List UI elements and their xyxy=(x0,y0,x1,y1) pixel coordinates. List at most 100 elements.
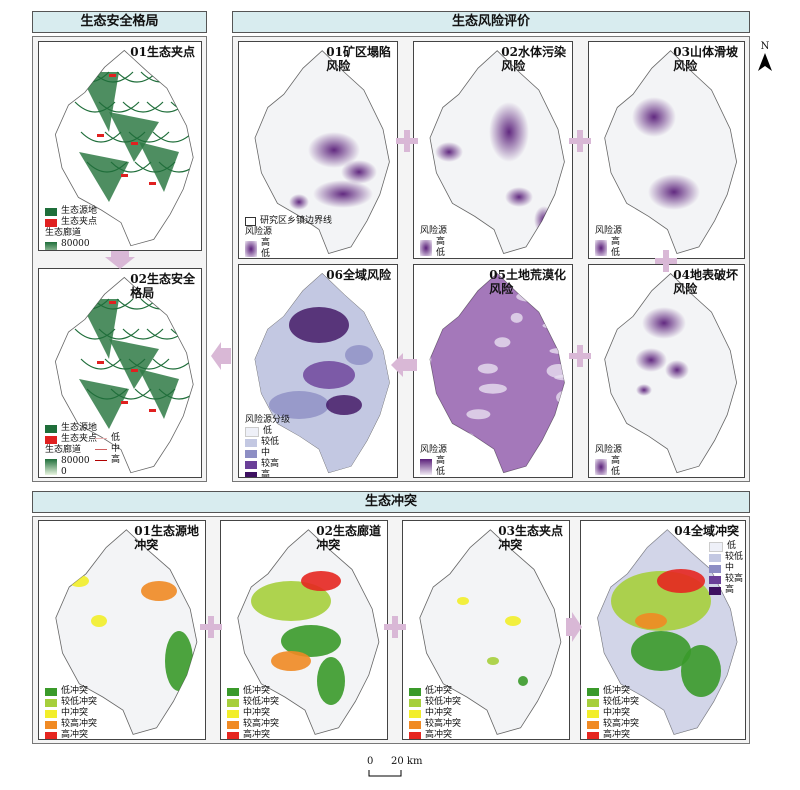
plus-icon xyxy=(200,616,222,638)
pinch-point xyxy=(97,361,104,364)
legend-title: 风险源 xyxy=(420,445,448,455)
ecological-corridor xyxy=(139,369,179,419)
legend-swatch xyxy=(587,687,599,696)
overall-conflict-level-legend: 低 较低 中 较高 高 xyxy=(709,541,743,596)
legend-swatch xyxy=(45,687,57,696)
legend-swatch xyxy=(587,698,599,707)
level-lower: 较低 xyxy=(261,437,280,447)
scale-zero: 0 xyxy=(367,756,374,767)
desert-patch xyxy=(430,402,437,409)
panel-title: 01生态源地 冲突 xyxy=(134,524,199,552)
desert-patch xyxy=(510,312,523,323)
pinch-point xyxy=(121,174,128,177)
corridor-line xyxy=(104,358,146,370)
level-higher: 较高 xyxy=(725,574,744,584)
panel-title: 04地表破坏 风险 xyxy=(673,268,738,296)
legend-swatch xyxy=(409,731,421,739)
desert-patch xyxy=(471,473,487,478)
risk-hotspot xyxy=(435,142,463,162)
desert-patch xyxy=(430,326,434,341)
conflict-legend-item: 高冲突 xyxy=(227,730,279,739)
pinch-point xyxy=(121,401,128,404)
panel-overall-risk: 06全域风险 风险源分级 低 较低 中 较高 高 xyxy=(238,264,398,478)
desert-patch xyxy=(414,269,423,283)
panel-title: 05土地荒漠化 风险 xyxy=(489,268,566,296)
legend-swatch xyxy=(227,731,239,739)
level-higher: 较高 xyxy=(261,459,280,469)
legend-swatch xyxy=(45,720,57,729)
pinch-point xyxy=(149,182,156,185)
conflict-legend: 低冲突 较低冲突 中冲突 较高冲突 高冲突 xyxy=(587,686,639,739)
pattern-legend-2: 生态源地 生态夹点 生态廊道 80000 0 xyxy=(45,423,97,477)
map-fill-layer xyxy=(635,307,689,396)
legend-low: 低 xyxy=(611,248,621,258)
conflict-legend: 低冲突 较低冲突 中冲突 较高冲突 高冲突 xyxy=(227,686,279,739)
study-area-region xyxy=(54,276,194,474)
corridor-line xyxy=(104,131,146,143)
legend-swatch xyxy=(587,731,599,739)
corridor-line xyxy=(80,131,122,143)
legend-label: 低冲突 xyxy=(243,686,271,696)
left-arrow-icon xyxy=(391,353,417,377)
conflict-legend-item: 较高冲突 xyxy=(45,719,97,730)
conflict-legend-item: 低冲突 xyxy=(587,686,639,697)
scale-label: 20 km xyxy=(391,756,423,767)
corridor-line xyxy=(164,298,194,310)
conflict-zone xyxy=(91,615,107,627)
conflict-legend-item: 较低冲突 xyxy=(227,697,279,708)
conflict-legend: 低冲突 较低冲突 中冲突 较高冲突 高冲突 xyxy=(409,686,461,739)
conflict-legend-item: 中冲突 xyxy=(227,708,279,719)
legend-label: 中冲突 xyxy=(425,708,453,718)
legend-low: 低 xyxy=(436,248,446,258)
legend-swatch xyxy=(45,731,57,739)
conflict-legend-item: 较低冲突 xyxy=(409,697,461,708)
legend-source: 生态源地 xyxy=(61,206,98,216)
surface-damage-risk-map xyxy=(604,273,738,474)
ramp-high: 80000 xyxy=(61,456,90,466)
risk-hotspot xyxy=(648,174,700,210)
security-pattern-map xyxy=(54,276,194,474)
risk-legend: 研究区乡镇边界线 风险源 高低 xyxy=(245,216,332,259)
risk-hotspot xyxy=(505,187,533,207)
line-mid: 中 xyxy=(111,444,121,454)
panel-security-pattern: 02生态安全 格局 生态源地 生态夹点 生态廊道 80000 0 低 中 高 xyxy=(38,268,202,478)
legend-pinch: 生态夹点 xyxy=(61,217,98,227)
legend-label: 较低冲突 xyxy=(243,697,280,707)
conflict-zone xyxy=(487,657,499,665)
conflict-legend: 低冲突 较低冲突 中冲突 较高冲突 高冲突 xyxy=(45,686,97,739)
level-high: 高 xyxy=(261,470,271,478)
pinch-point xyxy=(149,409,156,412)
pinch-point xyxy=(131,142,138,145)
corridor-line xyxy=(158,161,194,173)
risk-legend: 风险源 高低 xyxy=(420,445,448,477)
legend-swatch xyxy=(45,709,57,718)
risk-zone xyxy=(303,361,355,389)
ramp-high: 80000 xyxy=(61,239,90,249)
legend-title: 风险源 xyxy=(595,445,623,455)
pinch-map xyxy=(54,49,194,247)
risk-zone xyxy=(345,345,373,365)
conflict-legend-item: 较低冲突 xyxy=(587,697,639,708)
risk-legend: 风险源 高低 xyxy=(420,226,447,258)
corridor-line xyxy=(122,101,164,113)
legend-high: 高 xyxy=(436,237,446,247)
desert-patch xyxy=(414,265,425,274)
level-lower: 较低 xyxy=(725,552,744,562)
line-legend: 低 中 高 xyxy=(95,433,120,466)
north-arrow: N xyxy=(756,42,774,72)
down-arrow-icon xyxy=(105,251,135,269)
conflict-zone xyxy=(681,645,721,697)
plus-icon xyxy=(655,250,677,272)
panel-water-risk: 02水体污染 风险 风险源 高低 xyxy=(413,41,573,259)
legend-low: 低 xyxy=(261,249,271,259)
pinch-point xyxy=(131,369,138,372)
conflict-legend-item: 高冲突 xyxy=(45,730,97,739)
desert-patch xyxy=(488,476,500,478)
legend-title: 风险源 xyxy=(245,227,273,237)
risk-hotspot xyxy=(289,194,309,210)
scale-bar: 0 20 km xyxy=(364,756,444,778)
level-mid: 中 xyxy=(725,563,735,573)
corridor-line xyxy=(86,161,128,173)
north-arrow-icon xyxy=(758,53,772,71)
